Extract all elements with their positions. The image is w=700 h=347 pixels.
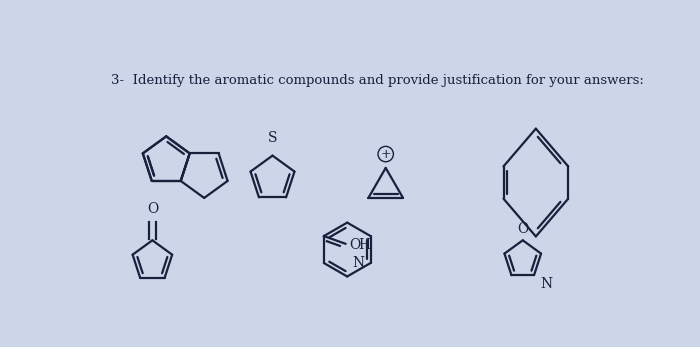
Text: N: N xyxy=(352,256,365,270)
Text: N: N xyxy=(540,278,552,291)
Text: +: + xyxy=(380,147,391,161)
Text: H: H xyxy=(358,238,370,252)
Text: O: O xyxy=(147,202,158,215)
Text: S: S xyxy=(268,131,277,145)
Text: O: O xyxy=(517,222,528,236)
Text: 3-  Identify the aromatic compounds and provide justification for your answers:: 3- Identify the aromatic compounds and p… xyxy=(111,74,644,87)
Text: O: O xyxy=(349,238,360,252)
